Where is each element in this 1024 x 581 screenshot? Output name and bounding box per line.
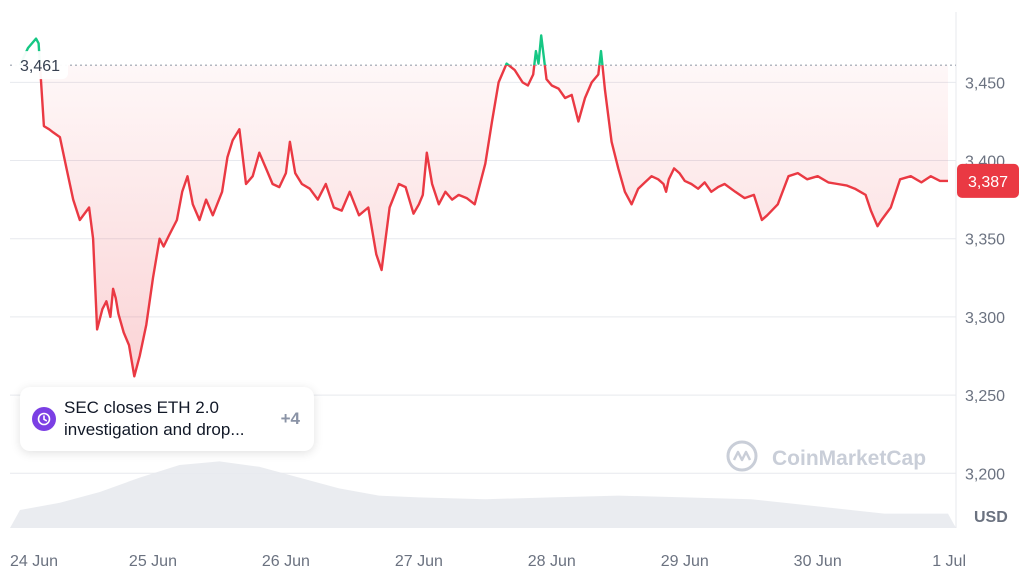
current-price-badge — [957, 163, 1019, 198]
x-tick-label: 25 Jun — [129, 553, 177, 570]
reference-label-bg — [12, 51, 68, 80]
event-card[interactable]: SEC closes ETH 2.0 investigation and dro… — [20, 387, 314, 451]
watermark-text: CoinMarketCap — [772, 447, 926, 470]
reference-label: 3,461 — [20, 58, 60, 75]
y-tick-label: 3,350 — [965, 232, 1005, 249]
y-tick-label: 3,450 — [965, 75, 1005, 92]
price-fill — [20, 65, 948, 377]
history-clock-icon — [32, 407, 56, 431]
y-tick-label: 3,200 — [965, 466, 1005, 483]
x-tick-label: 1 Jul — [932, 553, 966, 570]
event-title-line1: SEC closes ETH 2.0 — [64, 398, 219, 417]
price-labels: 3,461 3,387 — [12, 51, 1019, 198]
coinmarketcap-logo-icon — [726, 440, 758, 472]
volume-area — [10, 461, 956, 528]
event-title: SEC closes ETH 2.0 investigation and dro… — [64, 397, 273, 441]
x-axis: 24 Jun 25 Jun 26 Jun 27 Jun 28 Jun 29 Jun 30 J… — [10, 553, 966, 570]
current-price-label: 3,387 — [968, 174, 1008, 191]
event-title-line2: investigation and drop... — [64, 420, 245, 439]
x-tick-label: 29 Jun — [661, 553, 709, 570]
x-tick-label: 27 Jun — [395, 553, 443, 570]
x-tick-label: 28 Jun — [528, 553, 576, 570]
more-events-count[interactable]: +4 — [280, 409, 300, 428]
volume-shape — [10, 461, 956, 528]
price-fill-area — [20, 65, 948, 377]
currency-label: USD — [974, 509, 1008, 526]
price-line-below — [19, 65, 948, 378]
price-line — [18, 34, 948, 378]
watermark: CoinMarketCap — [726, 440, 926, 472]
x-tick-label: 26 Jun — [262, 553, 310, 570]
x-tick-label: 24 Jun — [10, 553, 58, 570]
y-tick-label: 3,250 — [965, 388, 1005, 405]
x-tick-label: 30 Jun — [794, 553, 842, 570]
y-tick-label: 3,300 — [965, 310, 1005, 327]
